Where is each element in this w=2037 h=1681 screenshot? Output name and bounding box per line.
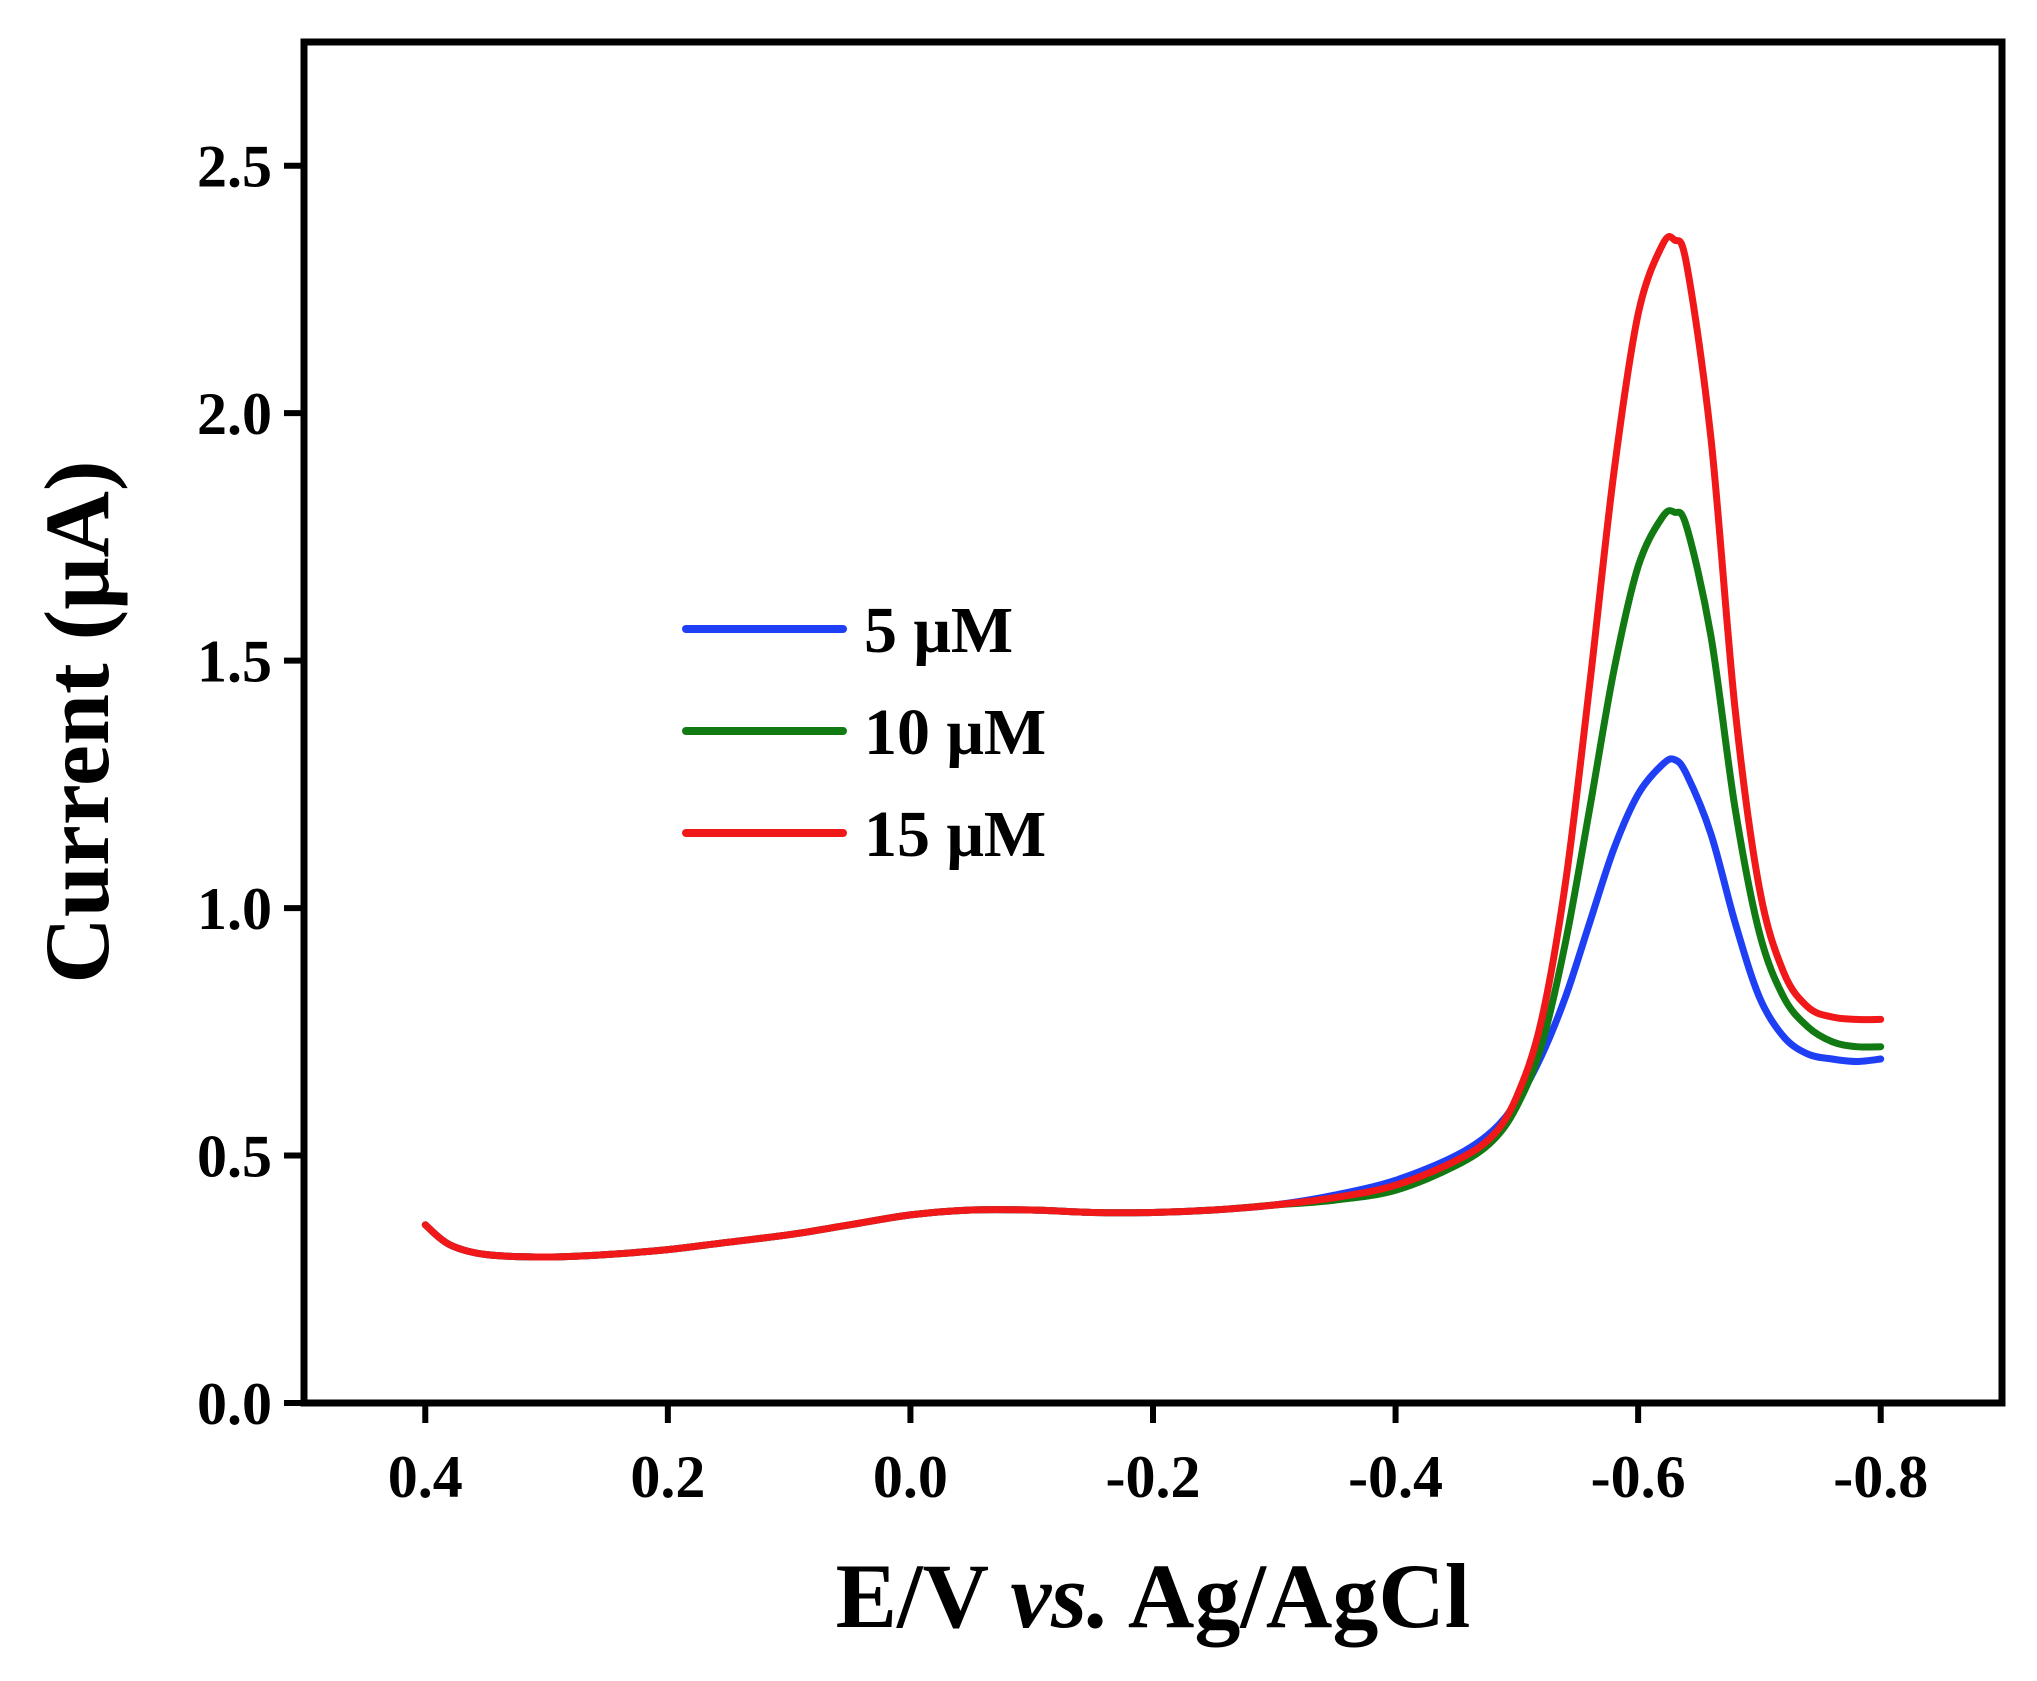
x-axis-title: E/V vs. Ag/AgCl — [836, 1545, 1471, 1647]
legend: 5 μM 10 μM 15 μM — [682, 594, 1046, 871]
legend-label-1: 5 μM — [864, 594, 1013, 667]
series-line-3 — [421, 233, 1885, 1261]
legend-label-2: 10 μM — [864, 696, 1046, 769]
x-axis-title-part: Ag/AgCl — [1110, 1545, 1470, 1647]
x-tick-label: -0.2 — [1106, 1444, 1201, 1510]
series-layer — [421, 233, 1885, 1261]
x-tick-label: -0.4 — [1348, 1444, 1443, 1510]
x-tick-label: 0.4 — [388, 1444, 463, 1510]
x-tick-label: 0.2 — [630, 1444, 705, 1510]
y-tick-label: 1.0 — [197, 876, 272, 942]
x-axis-title-part: E/V — [836, 1545, 1011, 1647]
y-axis-title: Current (μA) — [26, 460, 128, 983]
y-tick-label: 0.5 — [197, 1124, 272, 1190]
y-tick-label: 2.5 — [197, 134, 272, 200]
x-axis-ticks: 0.4 0.2 0.0 -0.2 -0.4 -0.6 -0.8 — [388, 1403, 1928, 1510]
plot-frame — [300, 38, 2006, 1407]
x-tick-label: -0.6 — [1591, 1444, 1686, 1510]
series-line-1 — [421, 755, 1885, 1261]
y-axis-ticks: 0.0 0.5 1.0 1.5 2.0 2.5 — [197, 134, 304, 1437]
series-line-2 — [421, 507, 1885, 1261]
x-axis-title-italic: vs. — [1010, 1545, 1110, 1647]
y-tick-label: 0.0 — [197, 1371, 272, 1437]
y-tick-label: 1.5 — [197, 629, 272, 695]
y-tick-label: 2.0 — [197, 381, 272, 447]
x-tick-label: -0.8 — [1833, 1444, 1928, 1510]
x-tick-label: 0.0 — [873, 1444, 948, 1510]
legend-label-3: 15 μM — [864, 798, 1046, 871]
